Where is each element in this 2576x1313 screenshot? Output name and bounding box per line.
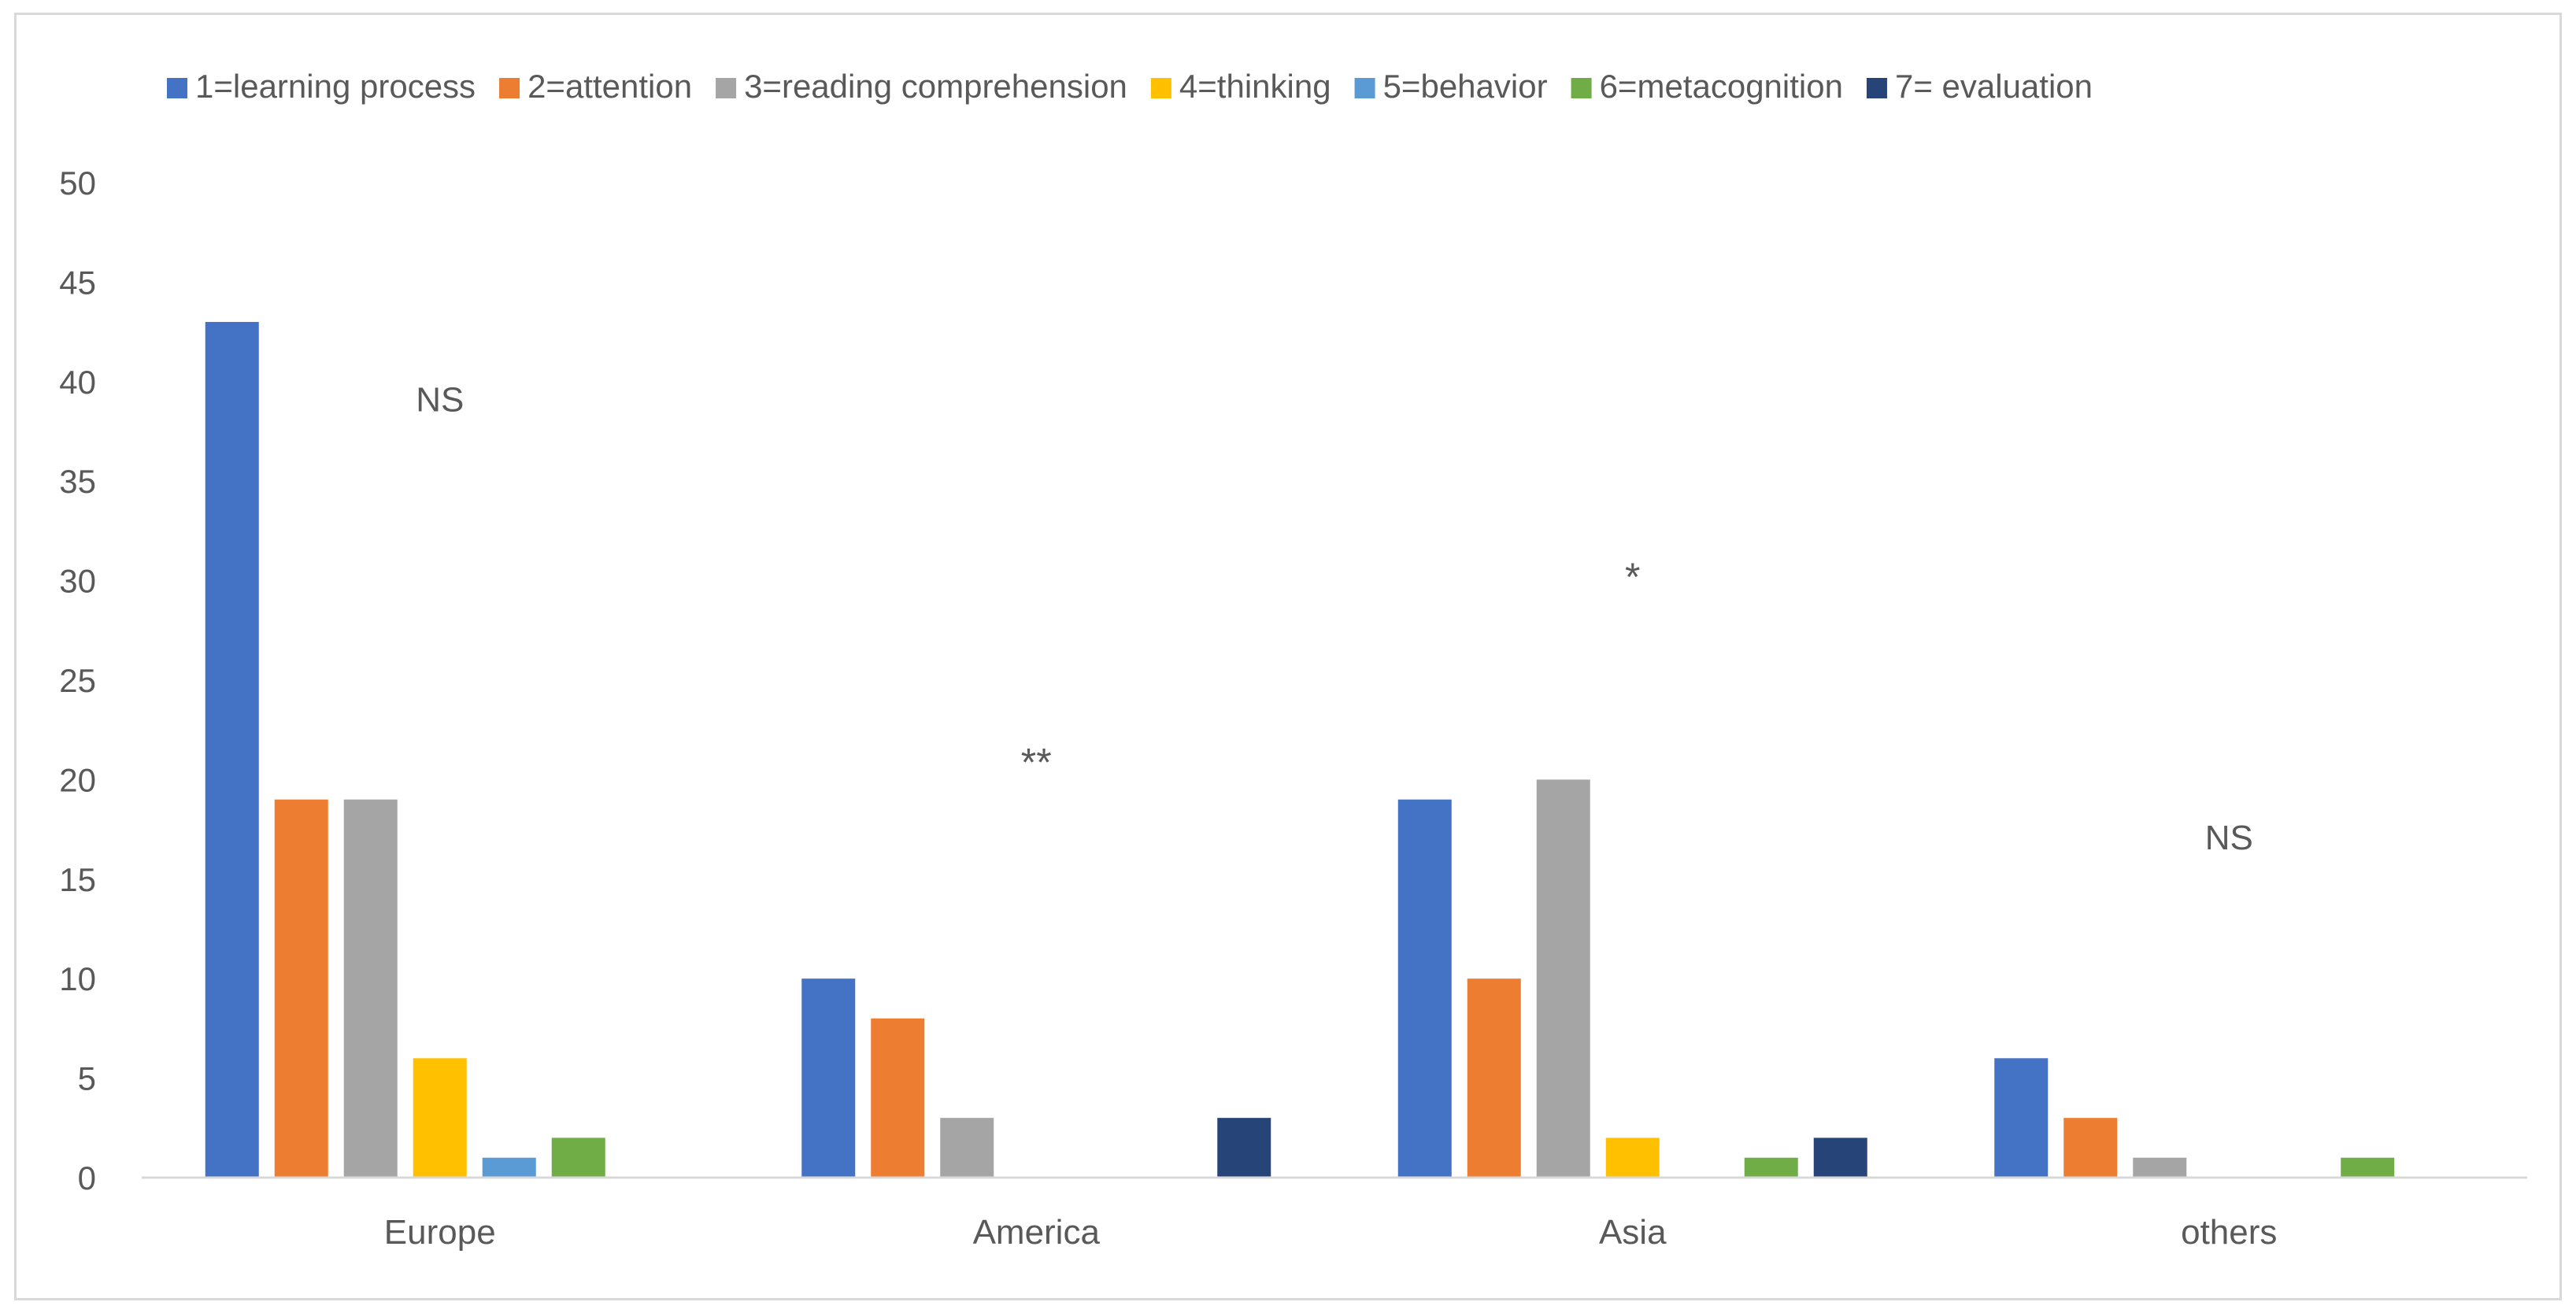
x-axis: Europe America Asia others (142, 1176, 2527, 1252)
bar-others-series-2 (2063, 1118, 2118, 1178)
bar-asia-series-7 (1813, 1137, 1867, 1178)
legend-label-6: 6=metacognition (1600, 68, 1843, 105)
y-tick-label: 15 (59, 861, 96, 898)
legend-label-7: 7= evaluation (1895, 68, 2093, 105)
bar-asia-series-4 (1605, 1137, 1660, 1178)
y-tick-label: 10 (59, 960, 96, 997)
bar-america-series-2 (871, 1018, 925, 1178)
bars (205, 321, 2395, 1178)
bar-europe-series-6 (551, 1137, 605, 1178)
y-axis: 0 5 10 15 20 25 30 35 40 45 50 (59, 165, 96, 1196)
legend-label-2: 2=attention (527, 68, 692, 105)
x-category-label: others (2181, 1213, 2277, 1252)
bar-asia-series-1 (1397, 799, 1452, 1178)
y-tick-label: 40 (59, 364, 96, 401)
legend-label-5: 5=behavior (1383, 68, 1548, 105)
bar-america-series-3 (940, 1118, 994, 1178)
legend-swatch-7 (1866, 78, 1887, 98)
legend-swatch-3 (716, 78, 737, 98)
legend: 1=learning process 2=attention 3=reading c… (167, 68, 2093, 105)
legend-label-3: 3=reading comprehension (744, 68, 1127, 105)
y-tick-label: 50 (59, 165, 96, 202)
legend-swatch-2 (499, 78, 520, 98)
bar-asia-series-2 (1467, 978, 1521, 1178)
bar-others-series-3 (2133, 1157, 2187, 1178)
bar-others-series-6 (2341, 1157, 2395, 1178)
legend-swatch-1 (167, 78, 187, 98)
bar-europe-series-5 (482, 1157, 536, 1178)
legend-swatch-5 (1354, 78, 1375, 98)
x-category-label: Asia (1599, 1213, 1667, 1252)
bar-europe-series-1 (205, 321, 259, 1178)
y-tick-label: 30 (59, 563, 96, 600)
y-tick-label: 45 (59, 264, 96, 301)
significance-label: ** (1021, 740, 1052, 784)
bar-asia-series-3 (1536, 779, 1590, 1178)
legend-label-1: 1=learning process (195, 68, 476, 105)
bar-america-series-7 (1217, 1118, 1271, 1178)
x-category-label: Europe (384, 1213, 496, 1252)
bar-europe-series-3 (343, 799, 398, 1178)
y-tick-label: 35 (59, 463, 96, 500)
bar-america-series-1 (801, 978, 856, 1178)
legend-swatch-6 (1571, 78, 1592, 98)
annotations: NS***NS (416, 381, 2253, 857)
legend-swatch-4 (1150, 78, 1171, 98)
bar-europe-series-2 (274, 799, 328, 1178)
legend-label-4: 4=thinking (1179, 68, 1331, 105)
significance-label: * (1625, 555, 1640, 599)
bar-europe-series-4 (413, 1058, 467, 1178)
y-tick-label: 20 (59, 761, 96, 798)
x-category-label: America (973, 1213, 1101, 1252)
y-tick-label: 25 (59, 662, 96, 699)
y-tick-label: 5 (78, 1060, 96, 1097)
significance-label: NS (2205, 819, 2253, 857)
significance-label: NS (416, 381, 464, 420)
bar-asia-series-6 (1744, 1157, 1798, 1178)
bar-others-series-1 (1994, 1058, 2049, 1178)
y-tick-label: 0 (78, 1160, 96, 1196)
